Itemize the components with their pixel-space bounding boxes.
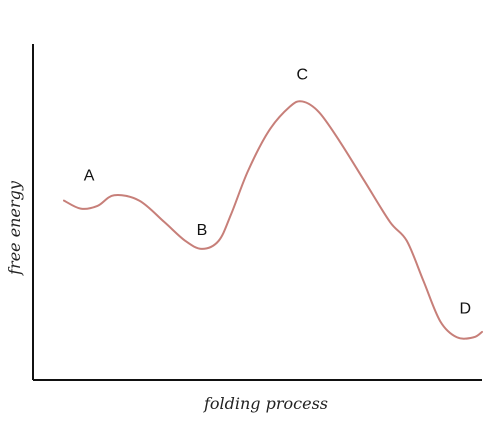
point-label-c: C [296,66,308,83]
x-axis-title: folding process [203,394,328,413]
point-label-b: B [197,222,208,239]
point-label-a: A [84,168,95,185]
point-label-d: D [459,300,471,317]
point-labels: A B C D [84,66,471,317]
y-axis-title: free energy [5,180,24,276]
curve-layer [63,100,483,340]
free-energy-curve [63,100,483,340]
